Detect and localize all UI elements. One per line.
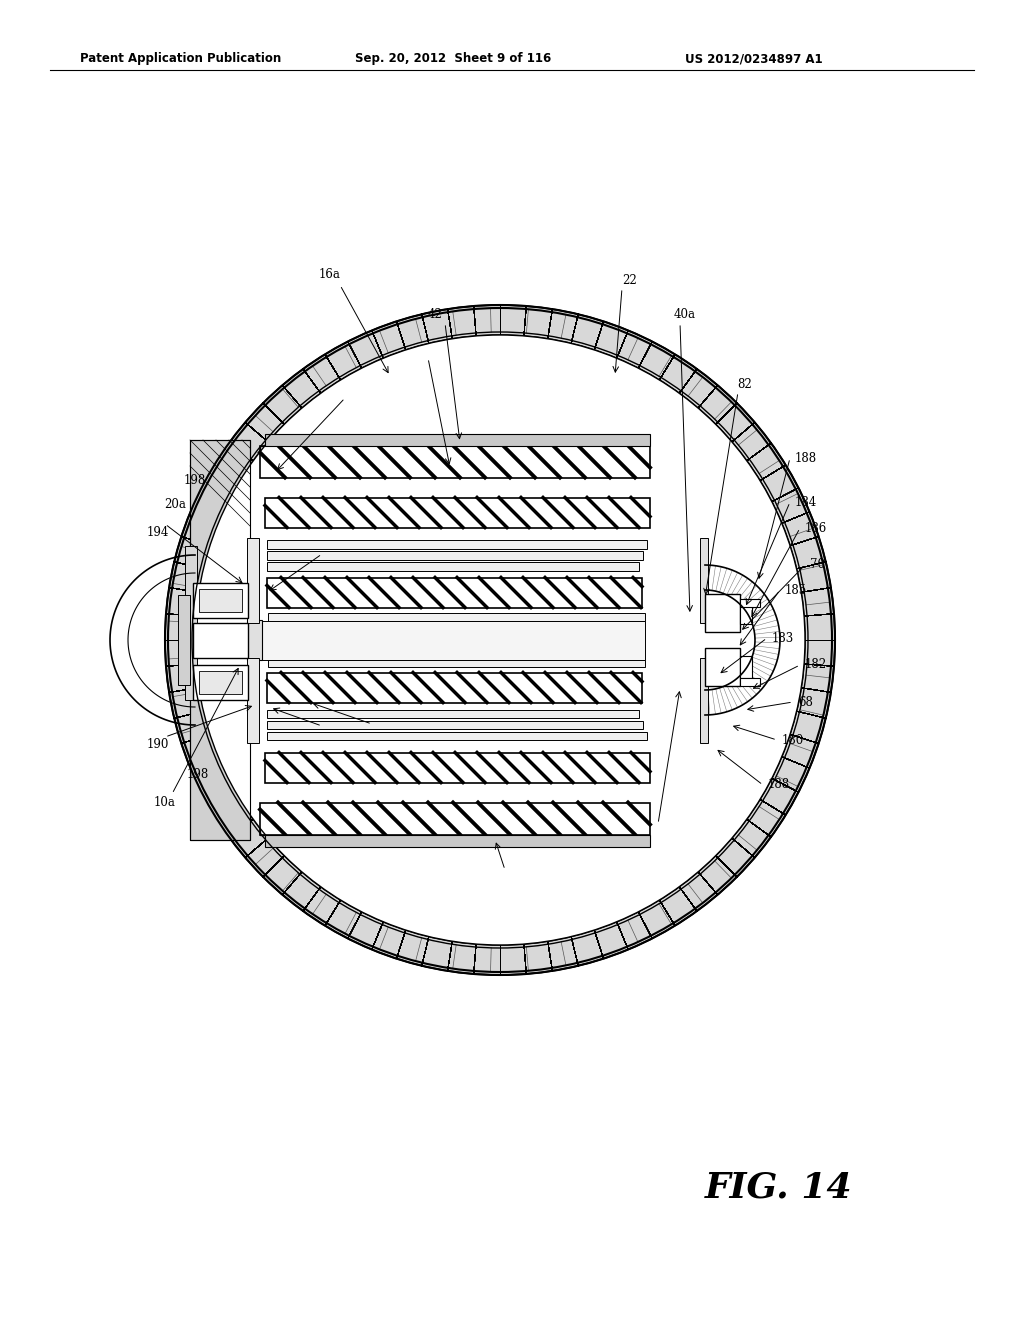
Text: 196: 196 <box>304 553 327 566</box>
Bar <box>265 498 650 528</box>
Bar <box>740 656 752 678</box>
Bar <box>267 540 647 549</box>
Text: FIG. 14: FIG. 14 <box>705 1171 852 1205</box>
Text: 185: 185 <box>785 583 807 597</box>
Bar <box>700 657 708 742</box>
Text: 52: 52 <box>378 553 392 566</box>
Text: 20a: 20a <box>164 499 186 511</box>
Text: 190: 190 <box>146 738 169 751</box>
Text: 42: 42 <box>428 309 442 322</box>
Circle shape <box>165 305 835 975</box>
Bar <box>267 721 643 729</box>
Bar <box>193 665 248 700</box>
Bar <box>267 672 642 702</box>
Text: 40a: 40a <box>674 309 696 322</box>
Bar <box>705 648 740 686</box>
Bar <box>267 578 642 607</box>
Text: 192: 192 <box>304 726 326 738</box>
Bar <box>268 660 645 667</box>
Bar <box>193 583 248 618</box>
Bar <box>247 537 259 623</box>
Bar <box>267 550 643 560</box>
Bar <box>265 433 650 446</box>
Text: 198: 198 <box>186 768 209 781</box>
Text: 72: 72 <box>621 634 636 647</box>
Text: 183: 183 <box>772 631 795 644</box>
Bar <box>268 622 641 630</box>
Text: 188: 188 <box>768 779 791 792</box>
Text: 184: 184 <box>795 495 817 508</box>
Text: 83: 83 <box>397 869 413 882</box>
Text: 51: 51 <box>224 634 240 647</box>
Bar <box>260 803 650 834</box>
Text: 70: 70 <box>810 558 825 572</box>
Text: 186: 186 <box>805 521 827 535</box>
Text: 10a: 10a <box>154 796 176 808</box>
Text: 64: 64 <box>678 634 692 647</box>
Bar <box>260 446 650 478</box>
Bar <box>267 562 639 570</box>
Text: 82: 82 <box>737 379 753 392</box>
Bar <box>178 595 190 685</box>
Bar <box>267 710 639 718</box>
Text: 74: 74 <box>498 871 512 884</box>
Bar <box>247 657 259 742</box>
Text: Sep. 20, 2012  Sheet 9 of 116: Sep. 20, 2012 Sheet 9 of 116 <box>355 51 551 65</box>
Text: Patent Application Publication: Patent Application Publication <box>80 51 282 65</box>
Text: 84: 84 <box>335 829 349 842</box>
Bar <box>268 631 638 639</box>
Bar <box>260 803 650 834</box>
Bar <box>193 623 248 657</box>
Text: 182: 182 <box>805 659 827 672</box>
Text: 80: 80 <box>338 583 352 597</box>
Text: 85: 85 <box>437 888 453 902</box>
Bar <box>267 578 642 607</box>
Text: 83: 83 <box>413 346 427 359</box>
Bar <box>190 440 250 840</box>
Bar <box>740 602 752 624</box>
Text: 84: 84 <box>328 385 342 399</box>
Bar <box>268 642 638 649</box>
Text: 198: 198 <box>184 474 206 487</box>
Bar <box>267 672 642 702</box>
Bar <box>265 752 650 783</box>
Text: 54: 54 <box>224 572 240 585</box>
Bar <box>265 834 650 846</box>
Text: 22: 22 <box>623 273 637 286</box>
Bar <box>265 498 650 528</box>
Circle shape <box>195 335 805 945</box>
Bar <box>740 678 760 686</box>
Bar <box>185 546 197 700</box>
Bar <box>705 594 740 632</box>
Text: 16a: 16a <box>319 268 341 281</box>
Bar <box>268 651 641 657</box>
Bar <box>265 752 650 783</box>
Bar <box>199 589 242 612</box>
Text: 194: 194 <box>146 525 169 539</box>
Text: US 2012/0234897 A1: US 2012/0234897 A1 <box>685 51 822 65</box>
Bar <box>247 620 262 660</box>
Text: 68: 68 <box>798 696 813 709</box>
Bar <box>267 731 647 741</box>
Text: 62: 62 <box>365 726 380 738</box>
Bar <box>740 599 760 607</box>
Text: 82: 82 <box>657 824 673 837</box>
Bar <box>199 671 242 694</box>
Bar <box>268 612 645 620</box>
Text: 76: 76 <box>650 634 666 647</box>
Text: 188: 188 <box>795 451 817 465</box>
Bar <box>190 440 250 840</box>
Bar <box>700 537 708 623</box>
Bar <box>260 620 645 660</box>
Text: 180: 180 <box>782 734 804 747</box>
Bar <box>260 446 650 478</box>
Text: 54: 54 <box>224 673 240 686</box>
